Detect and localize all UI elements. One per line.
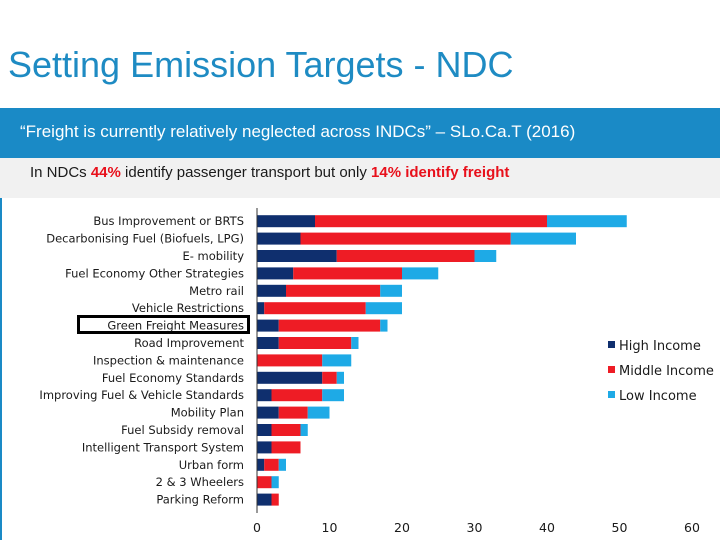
x-tick-label: 60 — [684, 520, 700, 535]
category-label: Fuel Economy Other Strategies — [65, 266, 244, 280]
legend-label-low-income: Low Income — [619, 389, 697, 404]
legend-label-high-income: High Income — [619, 339, 701, 354]
bar-high-income-11 — [257, 389, 272, 402]
quote-text: “Freight is currently relatively neglect… — [20, 122, 576, 141]
subtitle-text: In NDCs 44% identify passenger transport… — [30, 164, 509, 181]
bar-high-income-14 — [257, 441, 272, 454]
legend-label-middle-income: Middle Income — [619, 364, 714, 379]
bar-middle-income-2 — [300, 232, 511, 245]
bar-low-income-8 — [351, 337, 359, 349]
bar-middle-income-8 — [278, 337, 352, 349]
quote-band — [0, 108, 720, 158]
category-label: Vehicle Restrictions — [132, 301, 244, 315]
category-label: Inspection & maintenance — [93, 353, 244, 367]
bar-high-income-10 — [257, 371, 323, 384]
category-label: E- mobility — [182, 249, 244, 263]
bar-high-income-13 — [257, 424, 272, 436]
bar-high-income-8 — [257, 337, 279, 349]
subtitle-part-2: identify passenger transport but only — [120, 164, 372, 181]
category-label: Intelligent Transport System — [82, 440, 244, 454]
category-label: Metro rail — [189, 284, 244, 298]
bar-middle-income-15 — [264, 458, 279, 471]
bar-high-income-17 — [257, 493, 272, 506]
category-label: Fuel Economy Standards — [102, 371, 244, 385]
bar-middle-income-4 — [293, 267, 402, 280]
subtitle-passenger-percent: 44% — [90, 164, 121, 181]
bar-low-income-7 — [380, 319, 388, 332]
green-freight-highlight-box — [77, 315, 250, 334]
bar-low-income-12 — [307, 406, 330, 419]
x-tick-label: 50 — [612, 520, 628, 535]
bar-high-income-15 — [257, 458, 265, 471]
legend-swatch-low-income — [608, 391, 615, 398]
category-label: Improving Fuel & Vehicle Standards — [39, 388, 244, 402]
subtitle-freight-percent: 14% identify freight — [371, 164, 510, 181]
bar-middle-income-11 — [271, 389, 323, 402]
bar-high-income-3 — [257, 250, 337, 262]
x-tick-label: 40 — [539, 520, 555, 535]
category-label: Parking Reform — [156, 493, 244, 507]
category-label: Fuel Subsidy removal — [121, 423, 244, 437]
bar-high-income-4 — [257, 267, 294, 280]
category-label: Bus Improvement or BRTS — [93, 214, 244, 228]
bar-low-income-2 — [510, 232, 576, 245]
bar-middle-income-5 — [286, 284, 381, 297]
bar-low-income-6 — [365, 302, 402, 315]
bar-middle-income-14 — [271, 441, 301, 454]
bar-low-income-9 — [322, 354, 352, 367]
bar-low-income-3 — [474, 250, 497, 262]
bar-middle-income-6 — [264, 302, 366, 315]
category-label: Green Freight Measures — [107, 319, 244, 333]
bar-low-income-13 — [300, 424, 308, 436]
bar-middle-income-7 — [278, 319, 381, 332]
bar-middle-income-16 — [257, 476, 272, 489]
bar-middle-income-9 — [257, 354, 323, 367]
legend-swatch-middle-income — [608, 366, 615, 373]
category-label: Decarbonising Fuel (Biofuels, LPG) — [46, 232, 244, 246]
bar-middle-income-3 — [336, 250, 475, 262]
page-title: Setting Emission Targets - NDC — [8, 44, 514, 85]
bar-middle-income-17 — [271, 493, 279, 506]
x-tick-label: 30 — [467, 520, 483, 535]
legend-swatch-high-income — [608, 341, 615, 348]
subtitle-part-1: In NDCs — [30, 164, 91, 181]
bar-low-income-4 — [402, 267, 439, 280]
bar-high-income-1 — [257, 215, 315, 228]
bar-high-income-5 — [257, 284, 286, 297]
bar-high-income-2 — [257, 232, 301, 245]
subtitle-band — [0, 158, 720, 198]
bar-high-income-12 — [257, 406, 279, 419]
bar-high-income-7 — [257, 319, 279, 332]
left-accent-rule — [0, 198, 2, 540]
bar-low-income-5 — [380, 284, 402, 297]
bar-low-income-15 — [278, 458, 286, 471]
category-label: Road Improvement — [134, 336, 244, 350]
bar-low-income-16 — [271, 476, 279, 489]
bar-middle-income-12 — [278, 406, 308, 419]
category-label: Urban form — [179, 458, 244, 472]
x-tick-label: 10 — [322, 520, 338, 535]
category-label: Mobility Plan — [171, 406, 244, 420]
bar-low-income-1 — [547, 215, 627, 228]
bar-middle-income-10 — [322, 371, 337, 384]
x-tick-label: 0 — [253, 520, 261, 535]
x-tick-label: 20 — [394, 520, 410, 535]
bar-high-income-6 — [257, 302, 265, 315]
bar-middle-income-13 — [271, 424, 301, 436]
bar-low-income-10 — [336, 371, 344, 384]
category-label: 2 & 3 Wheelers — [156, 475, 244, 489]
bar-middle-income-1 — [315, 215, 547, 228]
bar-low-income-11 — [322, 389, 344, 402]
